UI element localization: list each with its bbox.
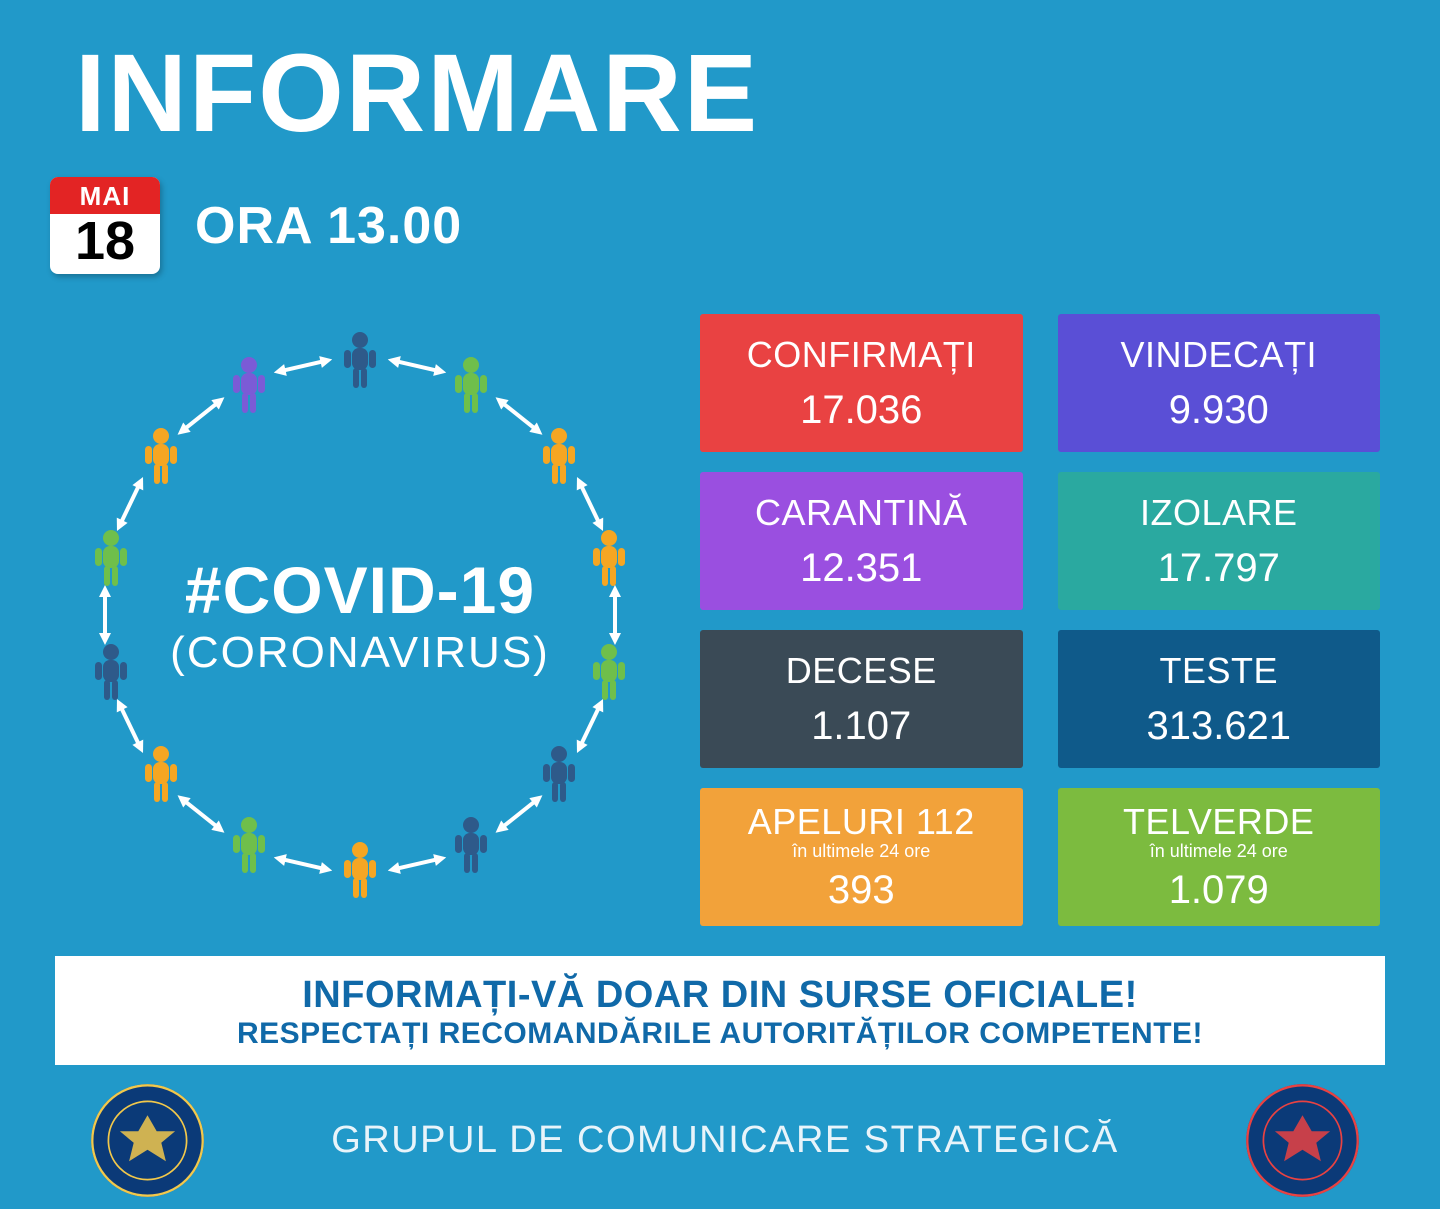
- gov-seal-right-icon: [1245, 1083, 1360, 1198]
- stat-sublabel: în ultimele 24 ore: [792, 841, 930, 862]
- stat-label: APELURI 112: [748, 801, 975, 843]
- person-icon: [450, 355, 492, 415]
- stat-label: TESTE: [1159, 650, 1278, 692]
- transmission-arrow-icon: [97, 585, 113, 645]
- transmission-arrow-icon: [386, 849, 448, 878]
- calendar-month: MAI: [50, 177, 160, 214]
- person-icon: [588, 642, 630, 702]
- stat-value: 313.621: [1146, 704, 1291, 749]
- covid-hashtag: #COVID-19: [170, 552, 550, 628]
- transmission-arrow-icon: [173, 391, 230, 441]
- transmission-arrow-icon: [607, 585, 623, 645]
- footer-text: GRUPUL DE COMUNICARE STRATEGICĂ: [205, 1119, 1245, 1162]
- stat-value: 9.930: [1169, 388, 1269, 433]
- person-icon: [588, 528, 630, 588]
- stat-box: VINDECAȚI 9.930: [1058, 314, 1381, 452]
- gov-seal-left-icon: [90, 1083, 205, 1198]
- time-label: ORA 13.00: [195, 196, 462, 256]
- stat-box: TESTE 313.621: [1058, 630, 1381, 768]
- people-circle: #COVID-19 (CORONAVIRUS): [70, 325, 650, 905]
- banner-line-1: INFORMAȚI-VĂ DOAR DIN SURSE OFICIALE!: [65, 974, 1375, 1017]
- info-banner: INFORMAȚI-VĂ DOAR DIN SURSE OFICIALE! RE…: [55, 956, 1385, 1065]
- banner-line-2: RESPECTAȚI RECOMANDĂRILE AUTORITĂȚILOR C…: [65, 1017, 1375, 1051]
- person-icon: [450, 815, 492, 875]
- date-time-row: MAI 18 ORA 13.00: [0, 177, 1440, 274]
- stat-value: 393: [828, 868, 895, 913]
- stat-label: TELVERDE: [1123, 801, 1314, 843]
- stat-box: CARANTINĂ 12.351: [700, 472, 1023, 610]
- main-content: #COVID-19 (CORONAVIRUS): [0, 274, 1440, 926]
- stat-value: 12.351: [800, 546, 922, 591]
- stat-label: IZOLARE: [1140, 492, 1298, 534]
- person-icon: [90, 528, 132, 588]
- person-icon: [538, 744, 580, 804]
- stat-sublabel: în ultimele 24 ore: [1150, 841, 1288, 862]
- stat-value: 17.797: [1158, 546, 1280, 591]
- covid-subtitle: (CORONAVIRUS): [170, 628, 550, 678]
- stat-value: 1.107: [811, 704, 911, 749]
- transmission-arrow-icon: [570, 474, 610, 535]
- stat-box: IZOLARE 17.797: [1058, 472, 1381, 610]
- stat-value: 1.079: [1169, 868, 1269, 913]
- stats-grid: CONFIRMAȚI 17.036 VINDECAȚI 9.930 CARANTINĂ 1…: [700, 304, 1380, 926]
- covid-graphic: #COVID-19 (CORONAVIRUS): [40, 304, 680, 926]
- person-icon: [339, 330, 381, 390]
- transmission-arrow-icon: [272, 849, 334, 878]
- stat-box: TELVERDEîn ultimele 24 ore 1.079: [1058, 788, 1381, 926]
- person-icon: [339, 840, 381, 900]
- stat-label: CARANTINĂ: [755, 492, 968, 534]
- transmission-arrow-icon: [272, 352, 334, 381]
- stat-value: 17.036: [800, 388, 922, 433]
- footer: GRUPUL DE COMUNICARE STRATEGICĂ: [0, 1065, 1440, 1198]
- stat-label: VINDECAȚI: [1120, 334, 1317, 376]
- stat-box: APELURI 112în ultimele 24 ore 393: [700, 788, 1023, 926]
- transmission-arrow-icon: [491, 789, 548, 839]
- person-icon: [140, 744, 182, 804]
- person-icon: [140, 426, 182, 486]
- covid-caption: #COVID-19 (CORONAVIRUS): [170, 552, 550, 678]
- person-icon: [90, 642, 132, 702]
- calendar-day: 18: [50, 214, 160, 274]
- page-title: INFORMARE: [0, 0, 1440, 167]
- person-icon: [228, 815, 270, 875]
- calendar-badge: MAI 18: [50, 177, 160, 274]
- transmission-arrow-icon: [386, 352, 448, 381]
- transmission-arrow-icon: [110, 695, 150, 756]
- stat-label: DECESE: [786, 650, 937, 692]
- stat-label: CONFIRMAȚI: [747, 334, 976, 376]
- stat-box: CONFIRMAȚI 17.036: [700, 314, 1023, 452]
- stat-box: DECESE 1.107: [700, 630, 1023, 768]
- person-icon: [228, 355, 270, 415]
